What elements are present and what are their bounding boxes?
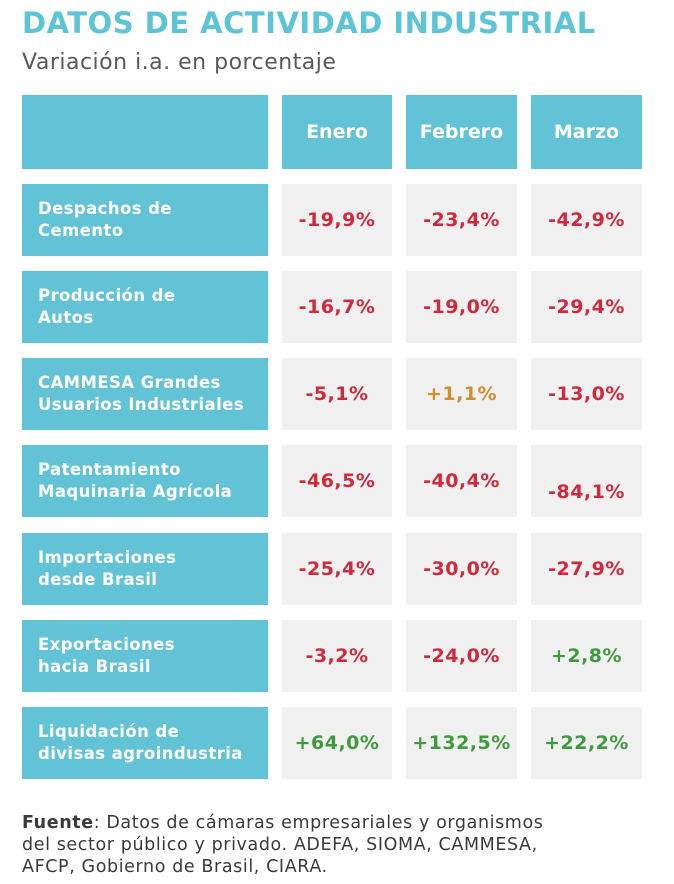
value-cell: -27,9%	[531, 533, 642, 605]
source-note-line: Fuente: Datos de cámaras empresariales y…	[22, 812, 662, 834]
row-label-exportaciones: Exportaciones hacia Brasil	[22, 620, 268, 692]
row-label-line: Liquidación de	[38, 722, 180, 741]
value-cell: +22,2%	[531, 707, 642, 779]
row-label-line: CAMMESA Grandes	[38, 373, 221, 392]
row-label-despachos-cemento: Despachos de Cemento	[22, 184, 268, 256]
value-cell: -46,5%	[282, 445, 392, 517]
source-text: : Datos de cámaras empresariales y organ…	[93, 813, 544, 833]
row-label-line: Importaciones	[38, 548, 177, 567]
page-title: DATOS DE ACTIVIDAD INDUSTRIAL	[22, 6, 596, 40]
row-label-line: hacia Brasil	[38, 657, 151, 676]
value-cell: -23,4%	[406, 184, 517, 256]
value-cell: -19,0%	[406, 271, 517, 343]
value-cell: -40,4%	[406, 445, 517, 517]
value-cell: -42,9%	[531, 184, 642, 256]
source-note: Fuente: Datos de cámaras empresariales y…	[22, 812, 662, 878]
column-header-marzo: Marzo	[531, 95, 642, 169]
value-cell: -25,4%	[282, 533, 392, 605]
value-cell: -19,9%	[282, 184, 392, 256]
row-label-line: divisas agroindustria	[38, 744, 243, 763]
row-label-line: Patentamiento	[38, 460, 181, 479]
table-corner-cell	[22, 95, 268, 169]
source-label: Fuente	[22, 813, 94, 833]
value-cell: -29,4%	[531, 271, 642, 343]
value-cell: +2,8%	[531, 620, 642, 692]
row-label-produccion-autos: Producción de Autos	[22, 271, 268, 343]
row-label-liquidacion-divisas: Liquidación de divisas agroindustria	[22, 707, 268, 779]
value-cell: +1,1%	[406, 358, 517, 430]
row-label-importaciones: Importaciones desde Brasil	[22, 533, 268, 605]
source-note-line: AFCP, Gobierno de Brasil, CIARA.	[22, 857, 328, 877]
row-label-line: Cemento	[38, 221, 124, 240]
column-header-febrero: Febrero	[406, 95, 517, 169]
row-label-patentamiento: Patentamiento Maquinaria Agrícola	[22, 445, 268, 517]
value-cell: -84,1%	[531, 445, 642, 517]
value-cell: -30,0%	[406, 533, 517, 605]
row-label-line: Despachos de	[38, 199, 172, 218]
column-header-enero: Enero	[282, 95, 392, 169]
row-label-line: Maquinaria Agrícola	[38, 482, 233, 501]
row-label-line: Producción de	[38, 286, 176, 305]
row-label-line: Autos	[38, 308, 94, 327]
value-cell: -13,0%	[531, 358, 642, 430]
row-label-cammesa: CAMMESA Grandes Usuarios Industriales	[22, 358, 268, 430]
value-cell: +64,0%	[282, 707, 392, 779]
value-cell: +132,5%	[406, 707, 517, 779]
value-cell: -3,2%	[282, 620, 392, 692]
value-cell: -24,0%	[406, 620, 517, 692]
source-note-line: del sector público y privado. ADEFA, SIO…	[22, 835, 538, 855]
row-label-line: Exportaciones	[38, 635, 175, 654]
page-subtitle: Variación i.a. en porcentaje	[22, 50, 337, 75]
value-cell: -16,7%	[282, 271, 392, 343]
row-label-line: desde Brasil	[38, 570, 158, 589]
row-label-line: Usuarios Industriales	[38, 395, 244, 414]
value-cell: -5,1%	[282, 358, 392, 430]
